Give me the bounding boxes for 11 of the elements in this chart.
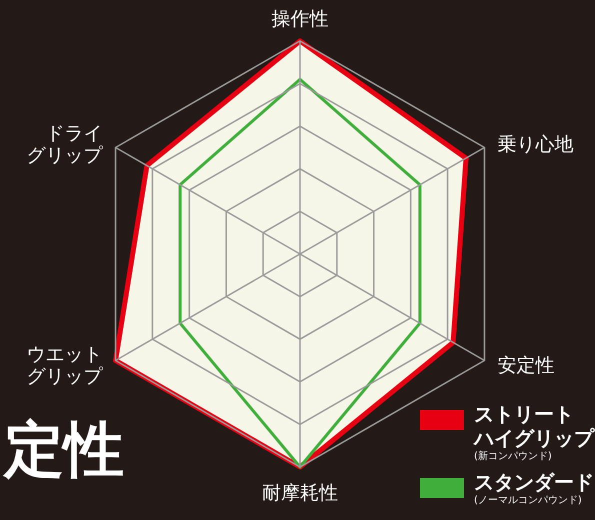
spoke-label: 乗り心地 [497, 134, 574, 156]
spoke-label: 安定性 [497, 354, 554, 376]
legend-label: スタンダード [474, 470, 594, 494]
text: (新コンパウンド) [474, 450, 553, 464]
spoke-label: 操作性 [272, 8, 328, 30]
spoke-label: ドライグリップ [26, 122, 104, 166]
spoke-label: 耐摩耗性 [262, 482, 338, 504]
text: ストリートハイグリップ [474, 402, 594, 450]
text: 定性 [4, 415, 124, 485]
spoke-label: ウエットグリップ [26, 344, 104, 388]
text: (ノーマルコンパウンド) [474, 494, 583, 508]
